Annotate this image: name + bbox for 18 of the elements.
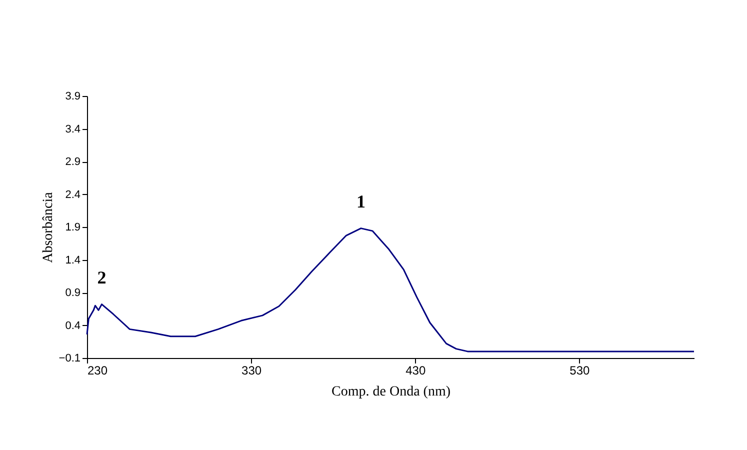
y-tick-label: 2.4 <box>65 188 80 201</box>
y-tick-label: 0.9 <box>65 287 80 299</box>
x-tick-label: 330 <box>242 364 262 378</box>
y-tick-label: 3.4 <box>65 123 80 136</box>
x-axis-title: Comp. de Onda (nm) <box>332 384 451 400</box>
annotation: 2 <box>97 267 106 288</box>
y-tick-label: −0.1 <box>58 352 80 364</box>
y-tick-label: 1.4 <box>65 254 80 266</box>
x-tick-label: 530 <box>570 364 590 378</box>
annotation: 1 <box>356 191 366 212</box>
y-axis-title: Absorbância <box>40 191 56 263</box>
y-tick-label: 2.9 <box>65 156 80 168</box>
y-tick-label: 1.9 <box>65 222 80 234</box>
y-tick-label: 3.9 <box>65 90 80 102</box>
line-series <box>86 228 695 352</box>
x-tick-label: 430 <box>406 364 426 378</box>
x-tick-label: 230 <box>88 364 108 378</box>
y-tick-label: 0.4 <box>65 320 80 332</box>
